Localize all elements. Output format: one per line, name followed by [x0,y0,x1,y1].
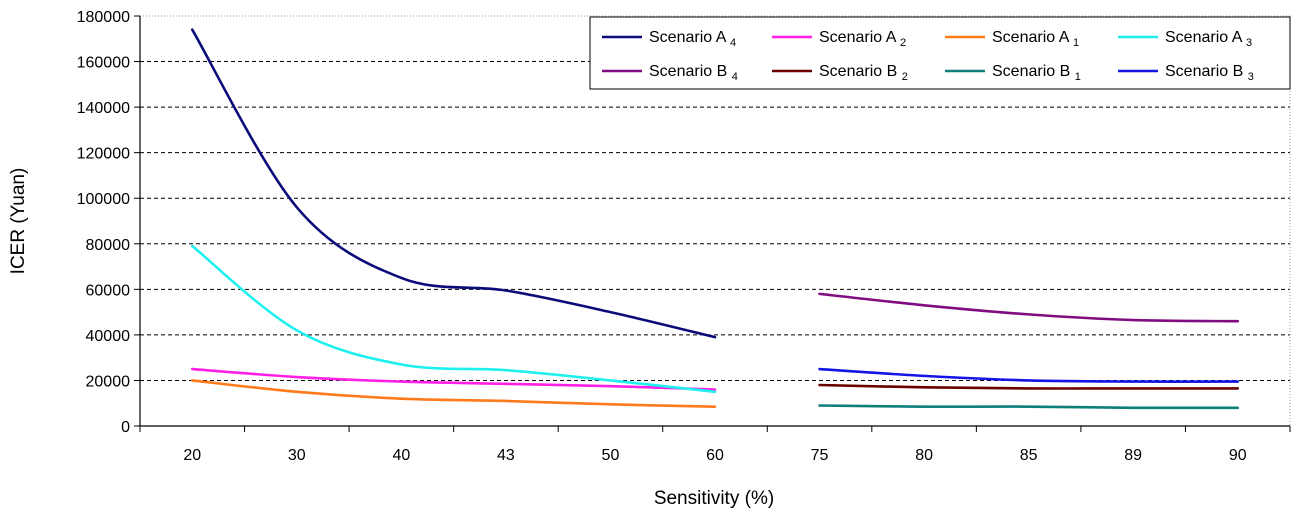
y-tick-label: 40000 [86,328,131,345]
x-tick-label: 20 [183,447,201,464]
series-line-scenario-a-3 [190,244,717,394]
x-tick-label: 89 [1124,447,1142,464]
series-line-scenario-b-1 [818,404,1240,410]
y-tick-label: 0 [121,419,130,436]
legend-label: Scenario A 3 [1165,29,1252,49]
x-tick-label: 40 [392,447,410,464]
legend-label: Scenario A 2 [819,29,906,49]
y-tick-label: 120000 [77,146,130,163]
y-tick-label: 60000 [86,282,131,299]
legend-entry: Scenario A 4 [602,29,736,49]
x-tick-label: 85 [1020,447,1038,464]
legend-entry: Scenario A 1 [945,29,1079,49]
x-axis-title: Sensitivity (%) [654,488,774,509]
series-line-scenario-b-2 [818,383,1240,390]
x-tick-label: 30 [288,447,306,464]
x-axis-ticks: 20 30 40 43 50 60 75 80 85 89 90 [139,426,1291,464]
series-lines [190,28,1240,410]
legend-label: Scenario B 3 [1165,63,1254,83]
x-tick-label: 90 [1229,447,1247,464]
legend-label: Scenario B 1 [992,63,1081,83]
legend-entry: Scenario B 4 [602,63,738,83]
y-tick-label: 80000 [86,237,131,254]
legend-entry: Scenario B 1 [945,63,1081,83]
legend-label: Scenario A 1 [992,29,1079,49]
legend: Scenario A 4 Scenario A 2 Scenario A 1 Scen… [589,16,1291,90]
y-tick-label: 160000 [77,55,130,72]
series-line-scenario-a-2 [190,367,717,391]
x-tick-label: 43 [497,447,515,464]
axes [139,15,1291,427]
legend-label: Scenario A 4 [649,29,736,49]
gridlines [140,61,1290,381]
legend-label: Scenario B 4 [649,63,738,83]
series-line-scenario-a-1 [190,379,717,408]
legend-entry: Scenario B 2 [772,63,908,83]
legend-entry: Scenario B 3 [1118,63,1254,83]
y-axis-ticks: 0 20000 40000 60000 80000 100000 120000 140000 1… [77,9,140,436]
series-line-scenario-b-3 [818,367,1240,383]
y-axis-title: ICER (Yuan) [8,168,29,275]
legend-entry: Scenario A 3 [1118,29,1252,49]
legend-entry: Scenario A 2 [772,29,906,49]
series-line-scenario-b-4 [818,292,1240,323]
legend-label: Scenario B 2 [819,63,908,83]
legend-box [589,16,1291,90]
x-tick-label: 60 [706,447,724,464]
y-tick-label: 180000 [77,9,130,26]
x-tick-label: 50 [602,447,620,464]
x-tick-label: 75 [811,447,829,464]
y-tick-label: 140000 [77,100,130,117]
y-tick-label: 100000 [77,191,130,208]
series-line-scenario-a-4 [190,28,717,339]
x-tick-label: 80 [915,447,933,464]
y-tick-label: 20000 [86,373,131,390]
